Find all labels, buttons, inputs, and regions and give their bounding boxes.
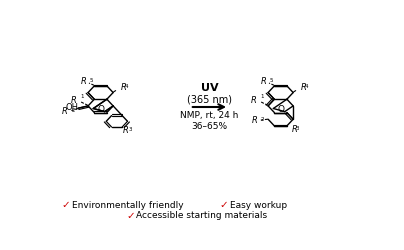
Text: O: O: [97, 104, 104, 114]
Text: 36–65%: 36–65%: [191, 122, 227, 131]
Text: R: R: [252, 116, 257, 126]
Text: NMP, rt, 24 h: NMP, rt, 24 h: [180, 111, 239, 120]
Text: ✓: ✓: [220, 200, 229, 210]
Text: Easy workup: Easy workup: [229, 201, 287, 210]
Text: OH: OH: [66, 103, 79, 112]
Text: R: R: [251, 96, 257, 105]
Text: Accessible starting materials: Accessible starting materials: [136, 211, 267, 220]
Text: 5: 5: [270, 78, 273, 83]
Text: 2: 2: [261, 117, 264, 122]
Text: 3: 3: [129, 127, 133, 132]
Text: R: R: [62, 107, 68, 116]
Text: Environmentally friendly: Environmentally friendly: [72, 201, 183, 210]
Text: R: R: [292, 125, 297, 134]
Text: 3: 3: [295, 126, 299, 131]
Text: ✓: ✓: [126, 211, 135, 221]
Text: R: R: [122, 126, 128, 135]
Text: 4: 4: [305, 84, 308, 89]
Text: 1: 1: [261, 94, 264, 99]
Text: ✓: ✓: [62, 200, 71, 210]
Text: 5: 5: [90, 78, 93, 83]
Text: R: R: [71, 96, 77, 105]
Text: (365 nm): (365 nm): [187, 94, 232, 104]
Text: UV: UV: [200, 83, 218, 93]
Text: O: O: [277, 104, 284, 114]
Text: R: R: [80, 77, 86, 86]
Text: 2: 2: [72, 108, 75, 113]
Text: R: R: [260, 77, 266, 86]
Text: R: R: [301, 84, 307, 92]
Text: 4: 4: [124, 84, 128, 89]
Text: R: R: [121, 84, 126, 92]
Text: 1: 1: [80, 94, 84, 99]
